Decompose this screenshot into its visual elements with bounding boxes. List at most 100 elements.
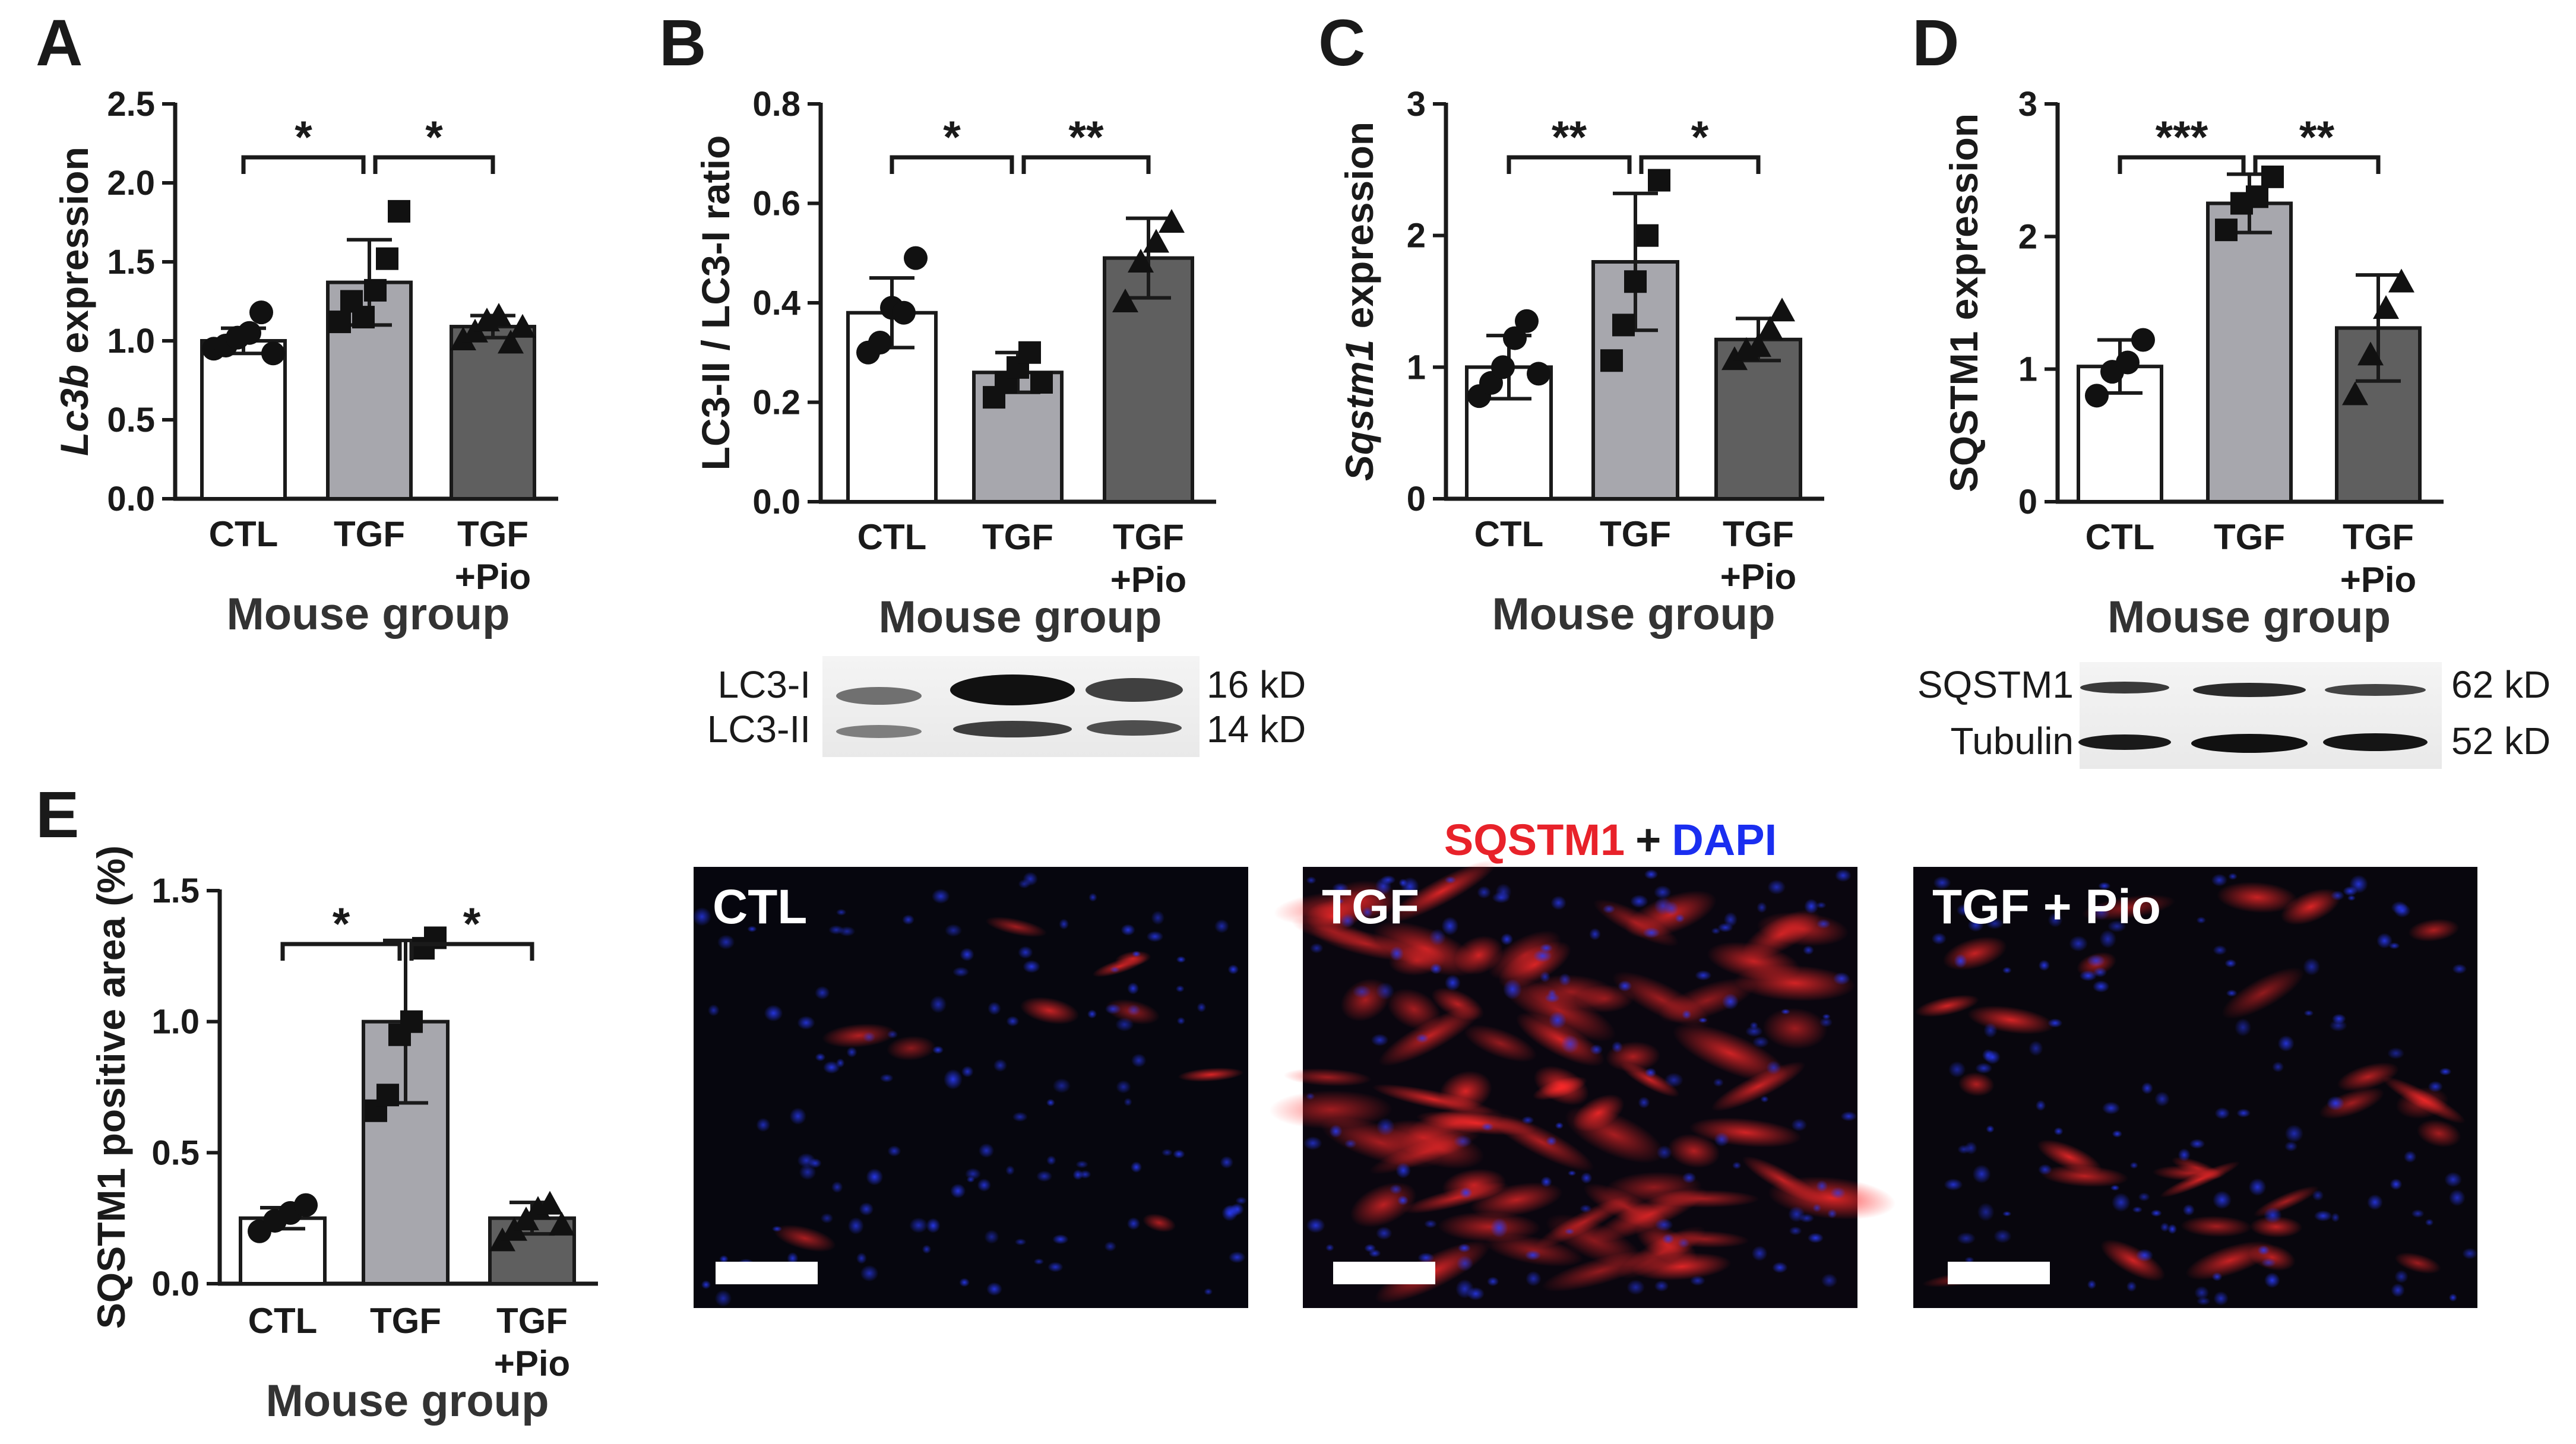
nucleus	[1993, 1229, 2012, 1243]
nucleus	[1954, 954, 1967, 968]
data-point-circle	[261, 341, 285, 366]
nucleus	[1521, 1116, 1534, 1125]
nucleus	[2047, 1018, 2063, 1028]
nucleus	[719, 1255, 729, 1264]
nucleus	[2132, 1206, 2143, 1213]
data-point-square	[2261, 165, 2284, 188]
nucleus	[1590, 1044, 1603, 1055]
nucleus	[846, 1047, 857, 1058]
nucleus	[747, 926, 757, 932]
nucleus	[2425, 1218, 2434, 1226]
nucleus	[2284, 1125, 2303, 1143]
nucleus	[1415, 1033, 1429, 1043]
nucleus	[1548, 989, 1557, 998]
nucleus	[2261, 1258, 2277, 1268]
blot-band	[836, 725, 922, 738]
y-tick-label: 2	[1407, 217, 1426, 255]
x-tick-label: TGF	[496, 1301, 568, 1341]
chart-e: 0.0 0.5 1.0 1.5 SQSTM1 positive area (%) CTL T…	[89, 846, 598, 1426]
nucleus	[831, 1181, 843, 1193]
nucleus	[2038, 960, 2050, 971]
data-point-square	[1612, 314, 1635, 337]
nucleus	[1816, 919, 1831, 929]
blot-membrane	[822, 656, 1200, 757]
data-point-triangle	[1745, 333, 1771, 357]
stain-signal	[1431, 987, 1485, 1021]
stain-signal	[1378, 1120, 1469, 1156]
micrograph-signal	[1915, 873, 2477, 1306]
scale-bar	[1333, 1262, 1435, 1284]
nucleus	[2028, 1040, 2043, 1056]
nucleus	[1580, 1204, 1592, 1213]
nucleus	[950, 1183, 966, 1199]
y-tick-label: 1.5	[151, 872, 200, 910]
x-tick-label: TGF	[334, 514, 405, 554]
nucleus	[1335, 898, 1344, 904]
blot-row-label: LC3-II	[707, 708, 811, 750]
x-axis-title: Mouse group	[226, 589, 509, 639]
panel-letter-c: C	[1318, 7, 1365, 80]
nucleus	[2092, 904, 2110, 920]
nucleus	[1767, 879, 1786, 895]
nucleus	[2330, 890, 2344, 901]
nucleus	[2394, 903, 2411, 918]
blot-row-size: 52 kD	[2451, 720, 2550, 762]
nucleus	[1698, 1017, 1708, 1024]
nucleus	[1444, 876, 1457, 884]
nucleus	[1124, 1097, 1132, 1107]
nucleus	[1618, 980, 1632, 992]
nucleus	[2110, 1185, 2120, 1191]
nucleus	[1539, 971, 1550, 983]
nucleus	[984, 1230, 999, 1244]
nucleus	[2107, 920, 2126, 933]
nucleus	[2047, 912, 2063, 927]
nucleus	[1791, 1118, 1808, 1132]
nucleus	[1977, 1202, 1995, 1221]
nucleus	[1602, 904, 1616, 914]
y-axis-label: LC3-II / LC3-I ratio	[694, 135, 738, 471]
nucleus	[966, 1176, 975, 1183]
nucleus	[2069, 935, 2088, 952]
x-tick-label: +Pio	[1720, 557, 1796, 597]
stain-plus: +	[1635, 815, 1661, 864]
nucleus	[1126, 1217, 1141, 1230]
nucleus	[2150, 1209, 2162, 1217]
nucleus	[1161, 1148, 1173, 1157]
data-point-triangle	[1757, 316, 1783, 340]
stain-signal	[2100, 1239, 2166, 1282]
nucleus	[2226, 989, 2238, 997]
data-point-triangle	[1112, 289, 1138, 312]
significance-stars: *	[1691, 112, 1709, 163]
nucleus	[2154, 1091, 2170, 1107]
nucleus	[1964, 1256, 1974, 1264]
micrograph-signal	[1269, 860, 1896, 1304]
significance-bracket	[1639, 155, 1761, 174]
nucleus	[2264, 1272, 2280, 1288]
nucleus	[1325, 1244, 1334, 1252]
stain-signal	[2249, 1216, 2303, 1238]
y-axis-label-text: expression	[52, 147, 96, 365]
nucleus	[1352, 984, 1372, 999]
x-tick-label: TGF	[2214, 517, 2285, 557]
nucleus	[1967, 918, 1984, 932]
data-point-square	[352, 306, 375, 329]
micrograph-tgf: TGF	[1269, 860, 1896, 1308]
nucleus	[756, 1117, 771, 1132]
nucleus	[2263, 1206, 2282, 1224]
nucleus	[714, 1290, 732, 1307]
nucleus	[1126, 1004, 1141, 1016]
nucleus	[1116, 1080, 1131, 1094]
nucleus	[1481, 1122, 1494, 1131]
stain-signal	[1178, 1068, 1244, 1082]
stain-signal	[886, 1036, 936, 1061]
nucleus	[2112, 1192, 2131, 1212]
panel-letter-b: B	[659, 7, 706, 80]
nucleus	[2367, 1194, 2383, 1211]
nucleus	[2303, 1009, 2314, 1016]
x-tick-label: TGF	[1113, 517, 1184, 557]
significance-stars: *	[333, 899, 350, 949]
nucleus	[2213, 945, 2227, 955]
nucleus	[1036, 1170, 1053, 1182]
data-point-square	[400, 1010, 423, 1033]
